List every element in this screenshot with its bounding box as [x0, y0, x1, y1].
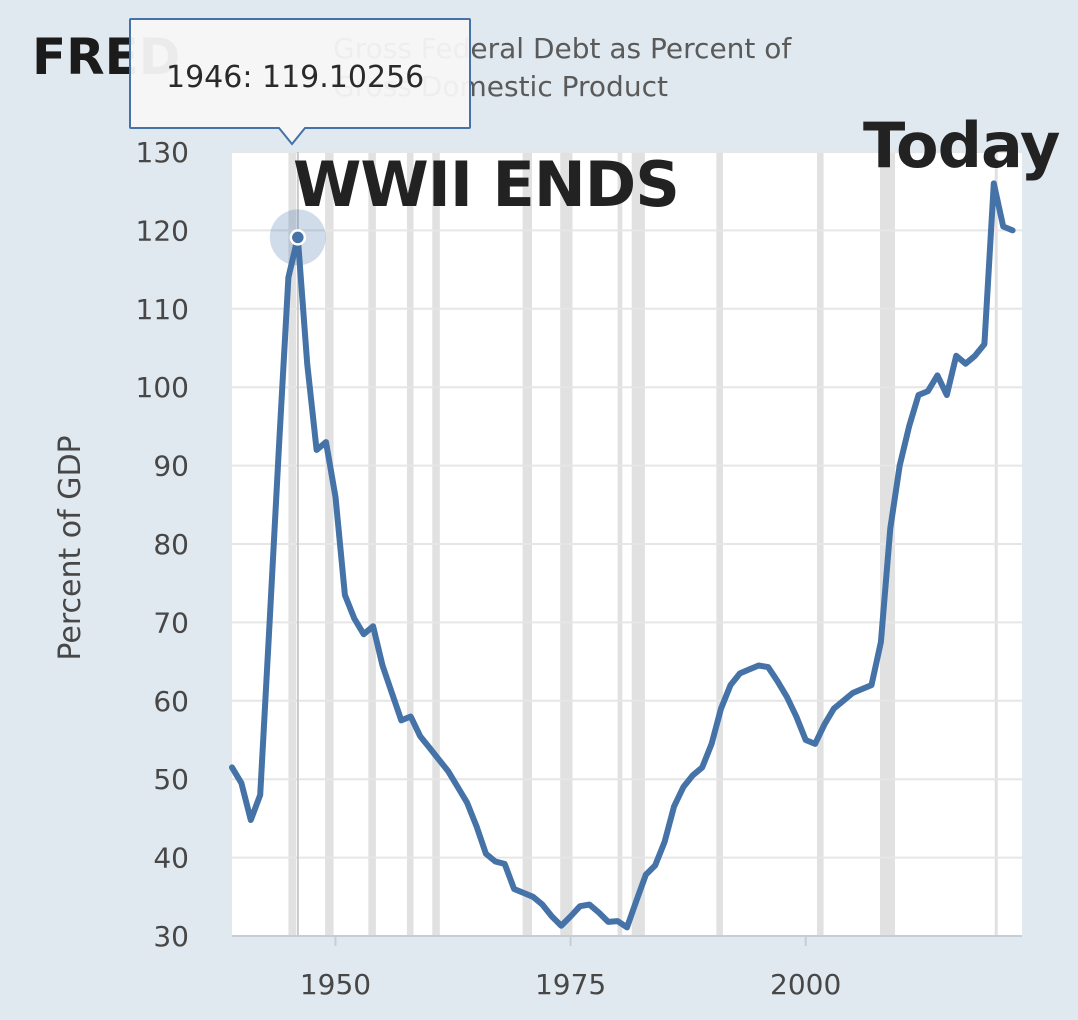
y-tick-label-130: 130 — [136, 136, 189, 169]
series-layer — [229, 180, 1016, 931]
series-line-debt-to-gdp — [229, 180, 1016, 931]
y-tick-label-60: 60 — [153, 685, 189, 718]
y-tick-label-110: 110 — [136, 293, 189, 326]
y-tick-label-30: 30 — [153, 920, 189, 953]
annotation-today: Today — [863, 109, 1060, 182]
tooltip-value: 1946: 119.10256 — [166, 60, 424, 95]
x-tick-label-2000: 2000 — [770, 968, 841, 1001]
y-tick-label-100: 100 — [136, 371, 189, 404]
x-tick-label-1975: 1975 — [535, 968, 606, 1001]
y-tick-label-80: 80 — [153, 528, 189, 561]
tooltip: 1946: 119.10256 — [129, 18, 471, 146]
y-tick-label-70: 70 — [153, 606, 189, 639]
x-tick-label-1950: 1950 — [300, 968, 371, 1001]
y-axis-label: Percent of GDP — [53, 435, 88, 660]
plot-area — [232, 151, 1022, 936]
y-tick-label-50: 50 — [153, 763, 189, 796]
y-tick-label-90: 90 — [153, 450, 189, 483]
highlight-point-1946 — [289, 229, 307, 246]
tooltip-box — [129, 18, 471, 146]
y-tick-label-40: 40 — [153, 842, 189, 875]
y-tick-label-120: 120 — [136, 214, 189, 247]
axes: 30 40 50 60 70 80 90 100 110 120 130 1950 1975 2000 — [136, 136, 1022, 1001]
annotation-wwii-ends: WWII ENDS — [293, 148, 679, 221]
